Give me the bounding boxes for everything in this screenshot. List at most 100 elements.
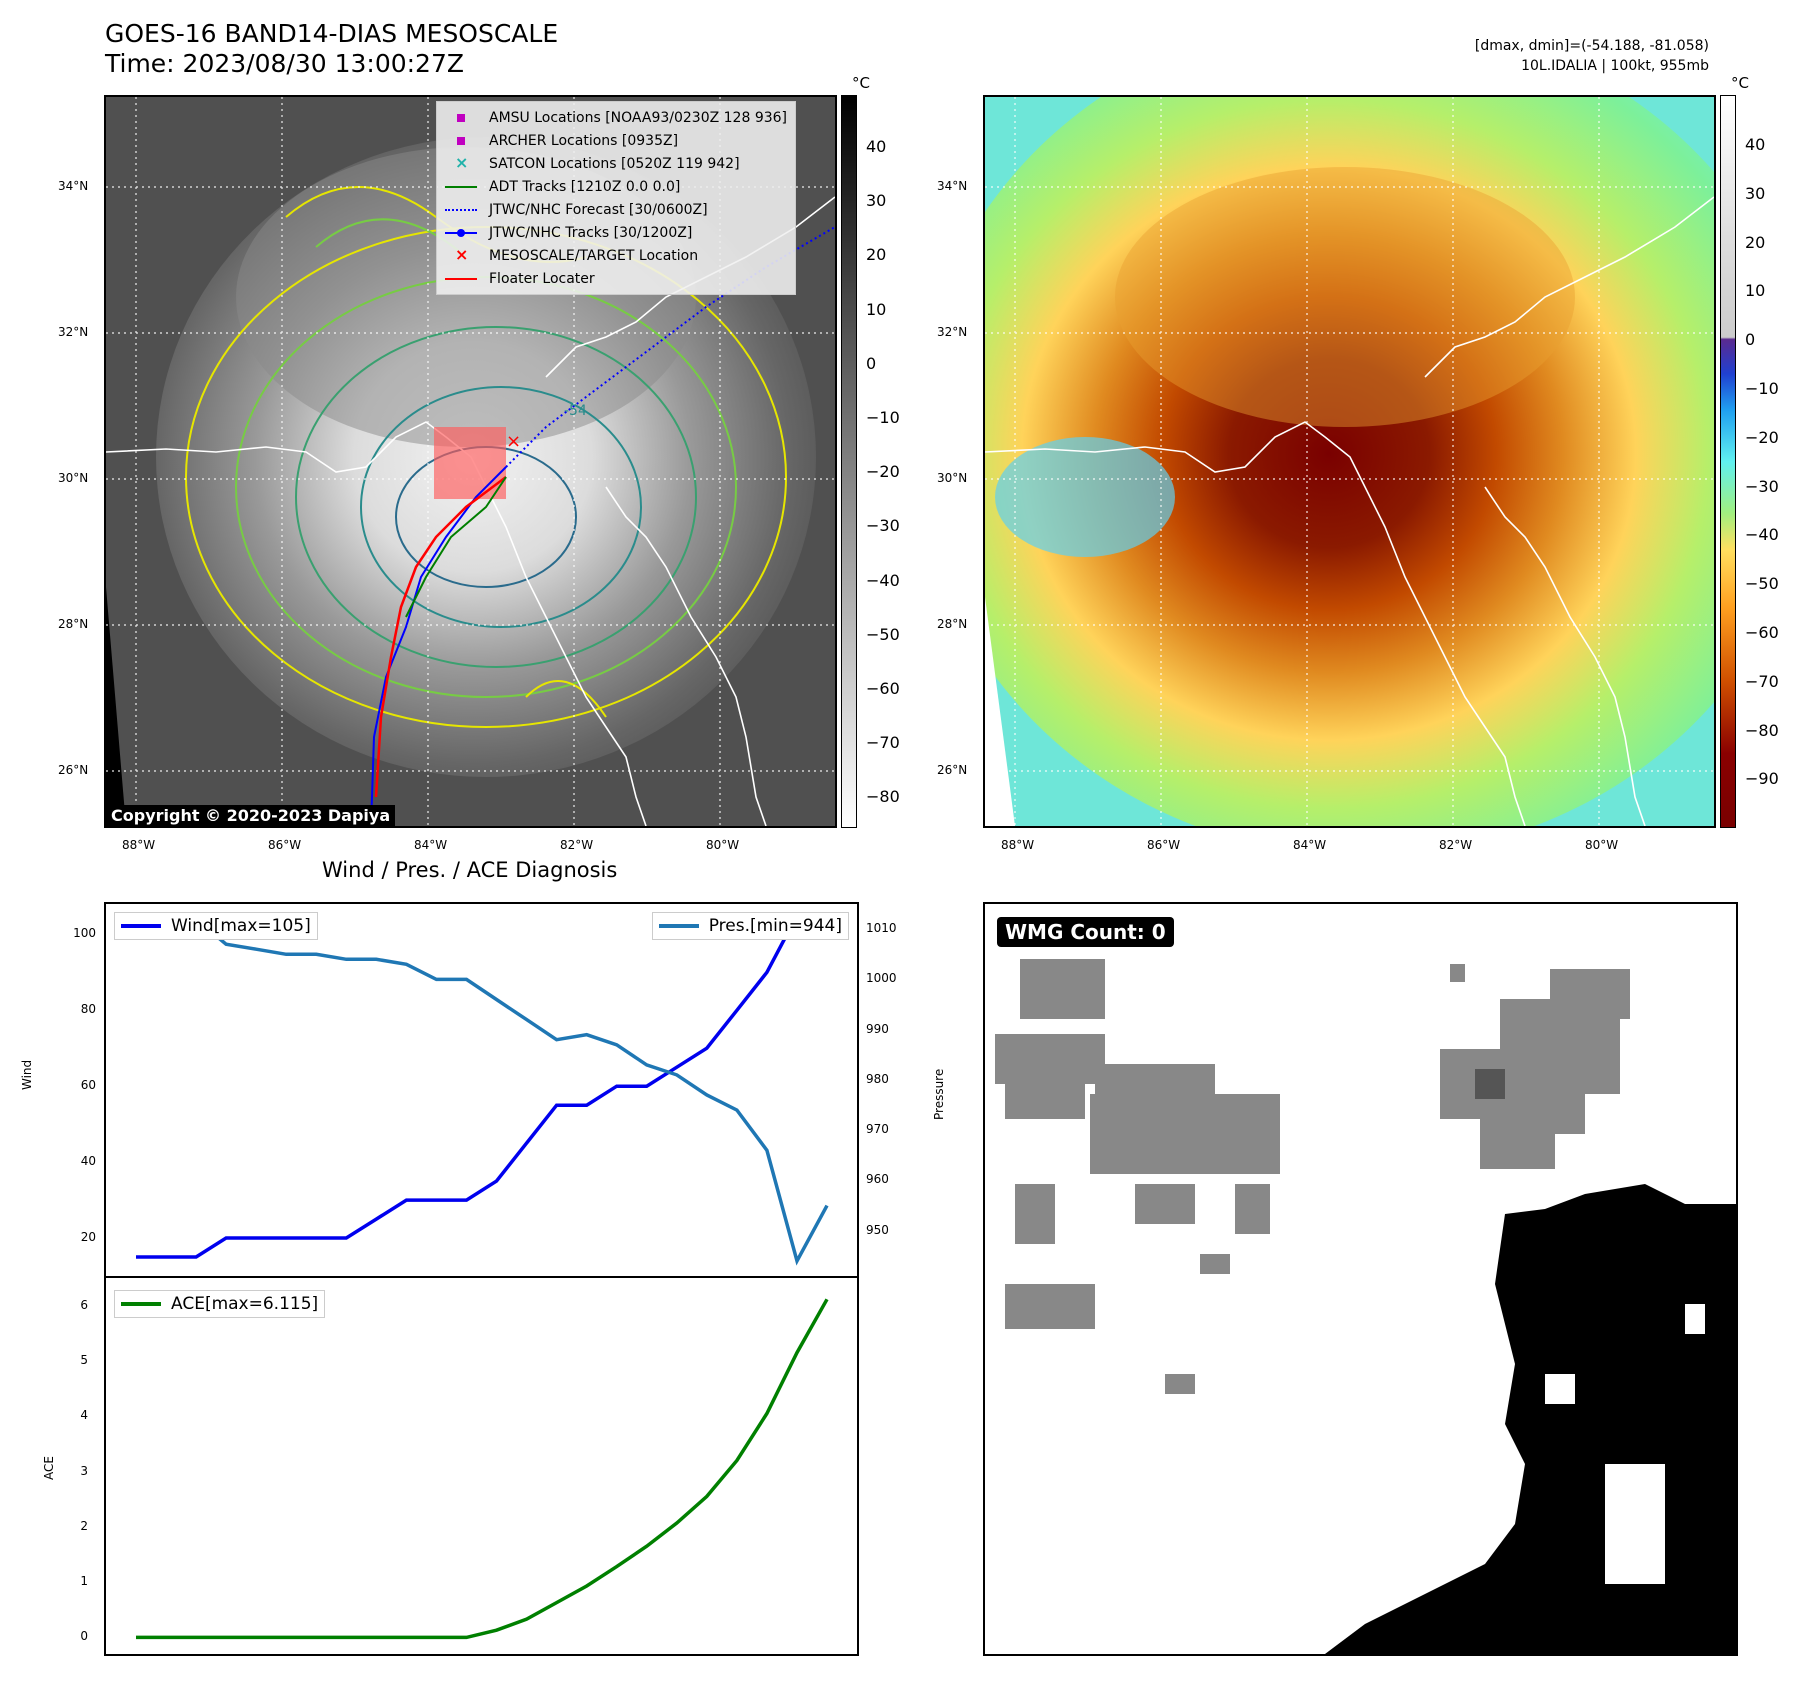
legend-marker bbox=[445, 111, 477, 125]
colorbar-tick: −80 bbox=[1745, 720, 1779, 740]
dmax-dmin: [dmax, dmin]=(-54.188, -81.058) bbox=[1474, 38, 1709, 54]
y-tick-label: 0 bbox=[80, 1629, 88, 1644]
colorbar-tick: 20 bbox=[1745, 232, 1766, 252]
lat-label: 28°N bbox=[58, 617, 89, 631]
figure-time: Time: 2023/08/30 13:00:27Z bbox=[105, 49, 464, 78]
lat-label: 34°N bbox=[58, 179, 89, 193]
colorbar-tick: −30 bbox=[866, 516, 900, 536]
y-tick-label: 2 bbox=[80, 1518, 88, 1533]
lon-label: 86°W bbox=[1147, 838, 1181, 852]
lon-label: 86°W bbox=[268, 838, 302, 852]
y-tick-label: 970 bbox=[866, 1122, 889, 1137]
legend-item: AMSU Locations [NOAA93/0230Z 128 936] bbox=[445, 106, 787, 129]
colorbar-left-unit: °C bbox=[852, 74, 870, 92]
legend-item: ARCHER Locations [0935Z] bbox=[445, 129, 787, 152]
colorbar-tick: 10 bbox=[866, 299, 887, 319]
y-tick-label: 100 bbox=[73, 926, 96, 941]
diagnosis-title: Wind / Pres. / ACE Diagnosis bbox=[322, 858, 618, 882]
lat-label: 26°N bbox=[58, 763, 89, 777]
legend-item: Floater Locater bbox=[445, 267, 787, 290]
lat-label: 32°N bbox=[937, 325, 968, 339]
pressure-line bbox=[136, 917, 829, 1266]
y-tick-label: 20 bbox=[80, 1230, 96, 1245]
colorbar-tick: −30 bbox=[1745, 476, 1779, 496]
wmg-count: WMG Count: 0 bbox=[997, 917, 1174, 947]
legend-label: Floater Locater bbox=[489, 270, 595, 287]
legend-marker bbox=[445, 272, 477, 286]
colorbar-tick: 20 bbox=[866, 245, 887, 265]
colorbar-tick: 30 bbox=[1745, 183, 1766, 203]
colorbar-tick: −70 bbox=[866, 733, 900, 753]
lon-label: 84°W bbox=[1293, 838, 1327, 852]
y-tick-label: 60 bbox=[80, 1078, 96, 1093]
legend-item: × MESOSCALE/TARGET Location bbox=[445, 244, 787, 267]
lon-label: 88°W bbox=[1001, 838, 1035, 852]
ace-legend: ACE[max=6.115] bbox=[114, 1290, 326, 1318]
colorbar-tick: 40 bbox=[1745, 135, 1766, 154]
colorbar-tick: −50 bbox=[1745, 574, 1779, 594]
pressure-legend: Pres.[min=944] bbox=[651, 912, 849, 940]
colorbar-tick: −60 bbox=[866, 679, 900, 698]
y-tick-label: 960 bbox=[866, 1172, 889, 1187]
y-tick-label: 4 bbox=[80, 1408, 88, 1423]
colorbar-tick: 40 bbox=[866, 137, 887, 156]
colorbar-tick: −20 bbox=[1745, 427, 1779, 447]
wmg-panel: WMG Count: 0 bbox=[983, 902, 1738, 1656]
lon-label: 88°W bbox=[122, 838, 156, 852]
colorbar-tick: −80 bbox=[866, 787, 900, 807]
lon-label: 84°W bbox=[414, 838, 448, 852]
legend-marker bbox=[445, 226, 477, 240]
ir-map-right bbox=[983, 95, 1716, 828]
storm-info: 10L.IDALIA | 100kt, 955mb bbox=[1521, 58, 1709, 74]
ir-map-left: × -54 AMSU Locations [NOAA93/0230Z 128 9… bbox=[104, 95, 837, 828]
lon-label: 82°W bbox=[1439, 838, 1473, 852]
lat-label: 30°N bbox=[937, 471, 968, 485]
colorbar-tick: 0 bbox=[1745, 330, 1756, 350]
copyright-label: Copyright © 2020-2023 Dapiya bbox=[106, 805, 396, 826]
y-tick-label: 6 bbox=[80, 1297, 88, 1312]
colorbar-tick: 0 bbox=[866, 353, 877, 373]
ace-line bbox=[136, 1298, 829, 1640]
colorbar-tick: −60 bbox=[1745, 623, 1779, 642]
wind-axis-label: Wind bbox=[20, 1059, 34, 1090]
legend-item: JTWC/NHC Forecast [30/0600Z] bbox=[445, 198, 787, 221]
colorbar-tick: −90 bbox=[1745, 769, 1779, 789]
lon-label: 80°W bbox=[706, 838, 740, 852]
colorbar-tick: −70 bbox=[1745, 671, 1779, 691]
figure-title: GOES-16 BAND14-DIAS MESOSCALE bbox=[105, 19, 559, 48]
legend-label: SATCON Locations [0520Z 119 942] bbox=[489, 155, 740, 172]
y-tick-label: 950 bbox=[866, 1222, 889, 1237]
y-tick-label: 1010 bbox=[866, 921, 897, 936]
wind-pressure-chart: Wind[max=105] Pres.[min=944] bbox=[104, 902, 859, 1278]
y-tick-label: 1 bbox=[80, 1574, 88, 1589]
colorbar-tick: −10 bbox=[866, 408, 900, 427]
lat-label: 28°N bbox=[937, 617, 968, 631]
y-tick-label: 5 bbox=[80, 1352, 88, 1367]
wind-line bbox=[136, 912, 828, 1259]
legend-item: ADT Tracks [1210Z 0.0 0.0] bbox=[445, 175, 787, 198]
pressure-axis-label: Pressure bbox=[932, 1068, 946, 1120]
legend-label: JTWC/NHC Forecast [30/0600Z] bbox=[489, 201, 708, 218]
legend-marker bbox=[445, 134, 477, 148]
lon-label: 80°W bbox=[1585, 838, 1619, 852]
lon-label: 82°W bbox=[560, 838, 594, 852]
ace-axis-label: ACE bbox=[42, 1456, 56, 1480]
colorbar-tick: −20 bbox=[866, 462, 900, 482]
colorbar-right-unit: °C bbox=[1731, 74, 1749, 92]
ace-chart: ACE[max=6.115] bbox=[104, 1276, 859, 1656]
wind-legend: Wind[max=105] bbox=[114, 912, 318, 940]
legend-label: ARCHER Locations [0935Z] bbox=[489, 132, 679, 149]
legend-marker: × bbox=[455, 244, 469, 264]
colorbar-tick: 10 bbox=[1745, 281, 1766, 301]
legend-marker bbox=[445, 203, 477, 217]
legend-marker bbox=[445, 180, 477, 194]
colorbar-tick: −40 bbox=[866, 570, 900, 590]
y-tick-label: 40 bbox=[80, 1154, 96, 1169]
lat-label: 34°N bbox=[937, 179, 968, 193]
colorbar-tick: −40 bbox=[1745, 525, 1779, 545]
y-tick-label: 1000 bbox=[866, 971, 897, 986]
map-legend: AMSU Locations [NOAA93/0230Z 128 936] ARC… bbox=[436, 101, 797, 295]
contour-label: -54 bbox=[564, 403, 587, 419]
lat-label: 26°N bbox=[937, 763, 968, 777]
legend-label: JTWC/NHC Tracks [30/1200Z] bbox=[489, 224, 693, 241]
